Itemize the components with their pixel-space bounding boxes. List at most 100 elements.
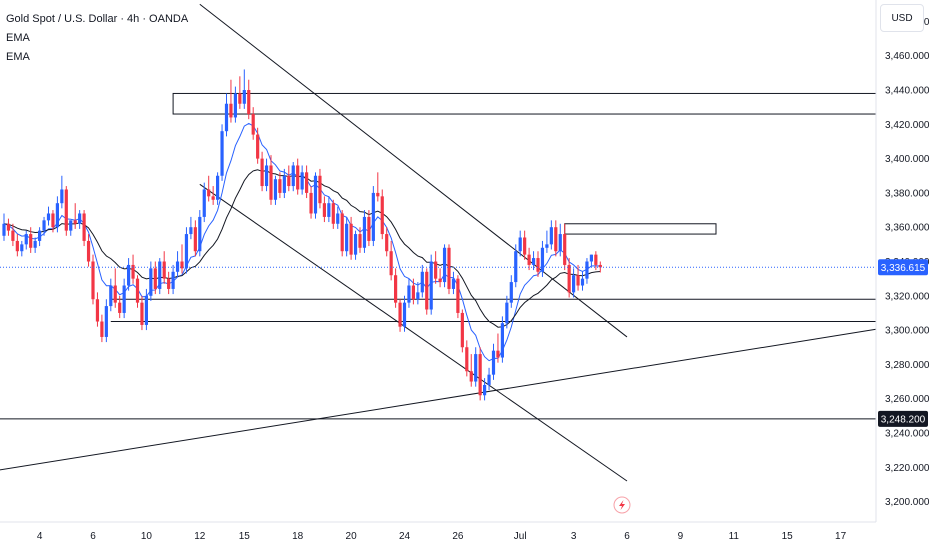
candle xyxy=(135,275,140,308)
trend-line-2[interactable] xyxy=(199,183,628,482)
trend-line-3[interactable] xyxy=(0,328,877,471)
candle xyxy=(162,251,166,284)
zone-box-1[interactable] xyxy=(172,92,877,115)
candle-body xyxy=(500,323,504,358)
trend-line-1[interactable] xyxy=(199,3,628,338)
candle-body xyxy=(305,172,309,193)
candle-body xyxy=(572,275,576,293)
candle xyxy=(273,175,278,205)
candle-body xyxy=(367,216,371,241)
candle-body xyxy=(158,261,162,289)
candle xyxy=(398,299,402,332)
candle-body xyxy=(536,258,540,272)
candle xyxy=(238,76,242,109)
ema-fast-line xyxy=(3,122,601,362)
candle-body xyxy=(251,114,255,135)
candle xyxy=(24,230,28,250)
candle-body xyxy=(135,278,140,303)
candle-body xyxy=(55,203,59,228)
candle xyxy=(198,210,202,257)
currency-button[interactable]: USD xyxy=(880,4,924,32)
candle-body xyxy=(327,203,331,217)
candle xyxy=(82,210,86,247)
candle-body xyxy=(407,285,411,303)
candle xyxy=(429,254,433,315)
candle xyxy=(580,271,585,291)
candle-body xyxy=(465,347,469,372)
time-tick-label: 24 xyxy=(399,531,411,542)
candle-body xyxy=(309,192,313,214)
candle-body xyxy=(483,384,487,396)
candle-body xyxy=(282,175,286,193)
candle xyxy=(394,268,398,308)
candle xyxy=(55,196,59,233)
candle xyxy=(158,258,162,295)
time-tick-label: 10 xyxy=(141,531,153,542)
candle-body xyxy=(238,93,242,104)
candle xyxy=(451,271,456,295)
lightning-icon[interactable] xyxy=(613,496,631,514)
time-tick-label: 18 xyxy=(292,531,304,542)
price-tick-label: 3,200.000 xyxy=(885,497,930,508)
candle xyxy=(509,275,513,308)
candle-body xyxy=(198,216,202,252)
candle xyxy=(46,206,51,226)
candle-body xyxy=(296,165,300,190)
candle-body xyxy=(82,213,86,241)
candle xyxy=(536,251,540,277)
candle xyxy=(140,295,144,331)
candle-body xyxy=(216,175,220,200)
candle-body xyxy=(6,223,11,231)
candle-body xyxy=(73,220,77,224)
ema-legend-2[interactable]: EMA xyxy=(6,51,30,63)
zone-box-2[interactable] xyxy=(564,223,717,235)
candle-body xyxy=(78,213,82,224)
time-tick-label: 6 xyxy=(624,531,630,542)
time-tick-label: 26 xyxy=(452,531,464,542)
candle-body xyxy=(167,278,171,289)
candle xyxy=(385,227,389,257)
price-tick-label: 3,220.000 xyxy=(885,463,930,474)
candle xyxy=(318,168,322,209)
candle-body xyxy=(594,254,598,265)
candle-body xyxy=(549,227,553,245)
candle-body xyxy=(184,234,189,269)
candle xyxy=(282,168,286,199)
candle xyxy=(540,240,545,277)
ema-legend-1[interactable]: EMA xyxy=(6,32,30,44)
drawing-layer[interactable] xyxy=(0,3,877,482)
time-tick-label: 4 xyxy=(37,531,43,542)
candle xyxy=(376,172,380,202)
candle xyxy=(73,203,77,229)
candle xyxy=(491,343,496,380)
candle xyxy=(438,268,442,288)
candle-body xyxy=(478,354,482,396)
time-tick-label: 9 xyxy=(678,531,684,542)
candle xyxy=(220,124,224,181)
candle xyxy=(554,220,558,257)
candle-body xyxy=(100,321,104,337)
candle-body xyxy=(336,213,340,224)
time-tick-label: 6 xyxy=(90,531,96,542)
candle xyxy=(256,127,260,164)
symbol-title[interactable]: Gold Spot / U.S. Dollar · 4h · OANDA xyxy=(6,13,189,25)
candle xyxy=(567,258,571,298)
candle-body xyxy=(33,240,37,248)
candle-body xyxy=(247,90,251,115)
candles-layer xyxy=(2,69,602,401)
candle xyxy=(416,282,420,305)
time-axis[interactable]: 4 6 10 12 15 18 20 24 26 Jul 3 6 9 11 15 17 xyxy=(37,531,847,542)
candle-body xyxy=(456,278,460,313)
candle-body xyxy=(460,312,464,348)
candle-body xyxy=(313,175,318,214)
candle-body xyxy=(416,292,420,300)
time-tick-label: 15 xyxy=(782,531,794,542)
candle-body xyxy=(523,237,527,255)
svg-text:3,248.200: 3,248.200 xyxy=(881,414,926,425)
time-tick-label: 11 xyxy=(729,531,740,542)
candle-body xyxy=(394,275,398,303)
candle-body xyxy=(434,261,438,279)
candle xyxy=(113,268,117,308)
candle xyxy=(296,158,300,195)
